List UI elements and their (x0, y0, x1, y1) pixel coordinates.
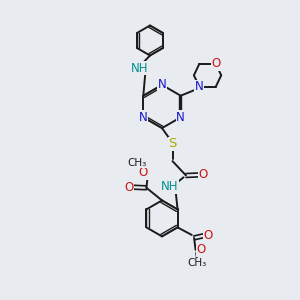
Text: O: O (199, 168, 208, 182)
Text: NH: NH (131, 61, 148, 75)
Text: O: O (204, 229, 213, 242)
Text: O: O (211, 57, 220, 70)
Text: S: S (168, 137, 177, 150)
Text: O: O (196, 243, 206, 256)
Text: O: O (124, 181, 134, 194)
Text: N: N (139, 111, 148, 124)
Text: CH₃: CH₃ (128, 158, 147, 168)
Text: O: O (139, 166, 148, 179)
Text: N: N (176, 111, 185, 124)
Text: CH₃: CH₃ (188, 258, 207, 268)
Text: NH: NH (161, 180, 178, 194)
Text: N: N (195, 80, 204, 93)
Text: N: N (158, 78, 166, 92)
